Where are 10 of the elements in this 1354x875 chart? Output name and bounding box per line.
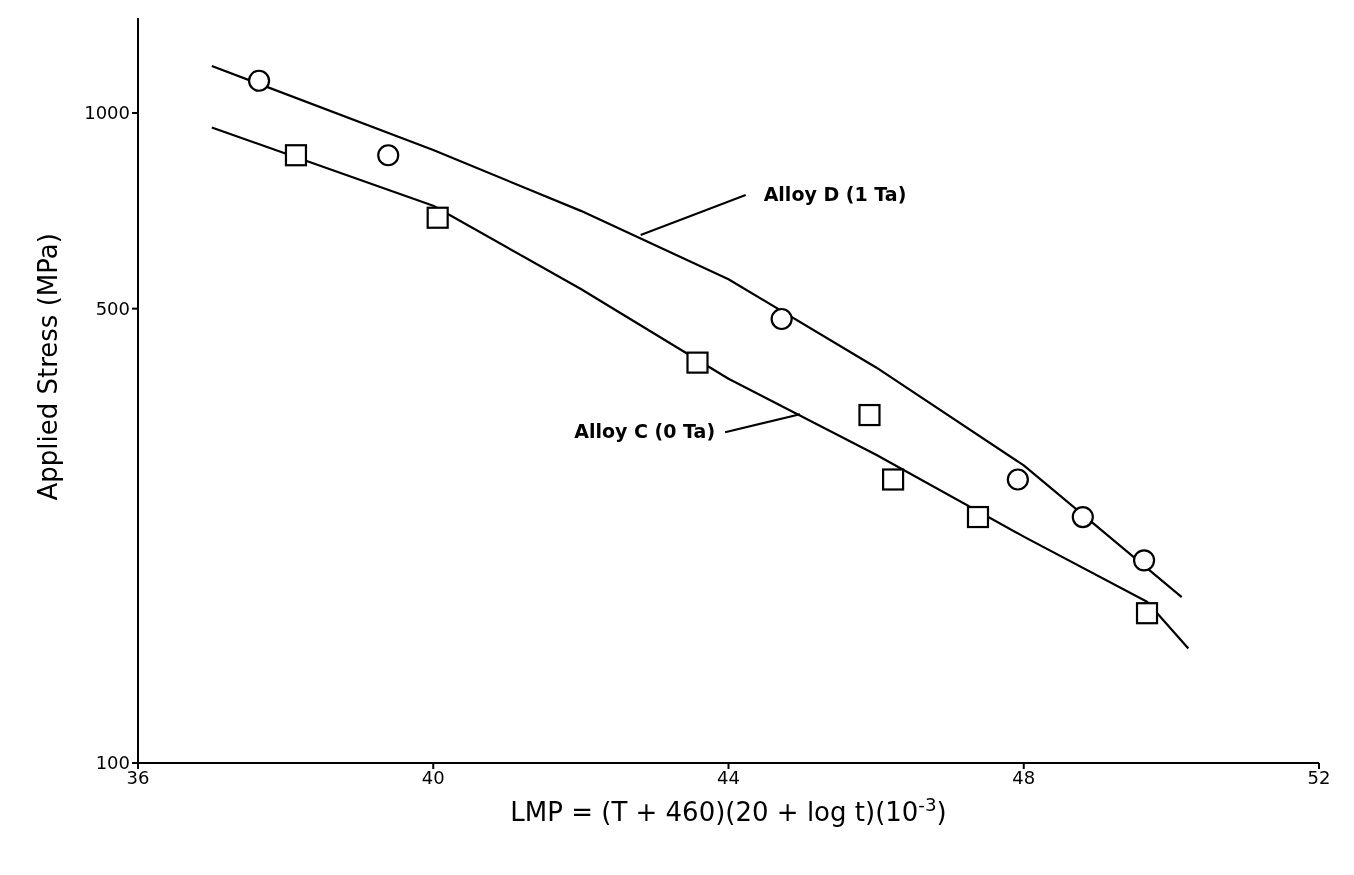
x-axis-title: LMP = (T + 460)(20 + log t)(10$^{-3}$) — [510, 793, 947, 827]
y-tick-label: 500 — [95, 298, 130, 320]
y-tick-label: 1000 — [84, 102, 130, 124]
y-axis-title: Applied Stress (MPa) — [33, 233, 64, 501]
x-tick-label: 40 — [421, 766, 445, 788]
x-tick-label: 48 — [1012, 766, 1036, 788]
annotation: Alloy D (1 Ta) — [763, 183, 907, 206]
x-tick-label: 44 — [717, 766, 740, 788]
x-tick-label: 52 — [1307, 766, 1331, 788]
annotation: Alloy C (0 Ta) — [574, 420, 716, 443]
